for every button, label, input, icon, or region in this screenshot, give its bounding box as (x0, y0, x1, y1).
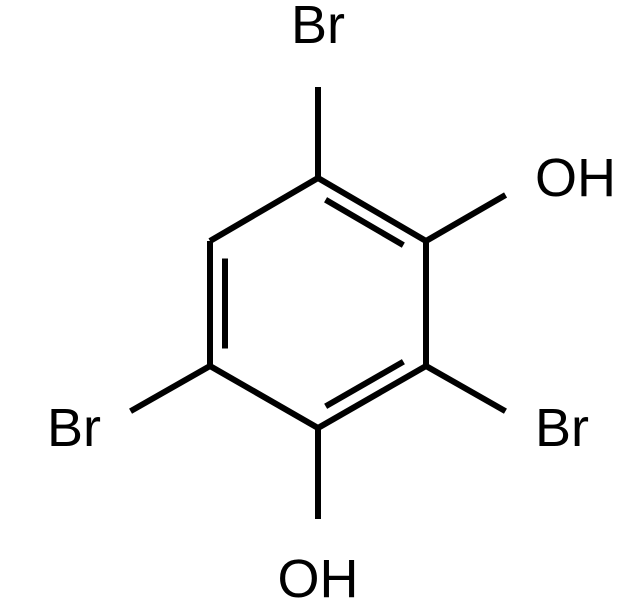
atom-label-O4: OH (278, 549, 359, 609)
atom-label-Br3: Br (535, 398, 589, 458)
bonds-layer (131, 87, 506, 519)
atom-label-Br1: Br (291, 0, 345, 55)
labels-layer: Br OH Br OH Br (47, 0, 616, 609)
atom-label-O2: OH (535, 148, 616, 208)
atom-label-Br5: Br (47, 398, 101, 458)
molecule-structure: Br OH Br OH Br (0, 0, 640, 611)
